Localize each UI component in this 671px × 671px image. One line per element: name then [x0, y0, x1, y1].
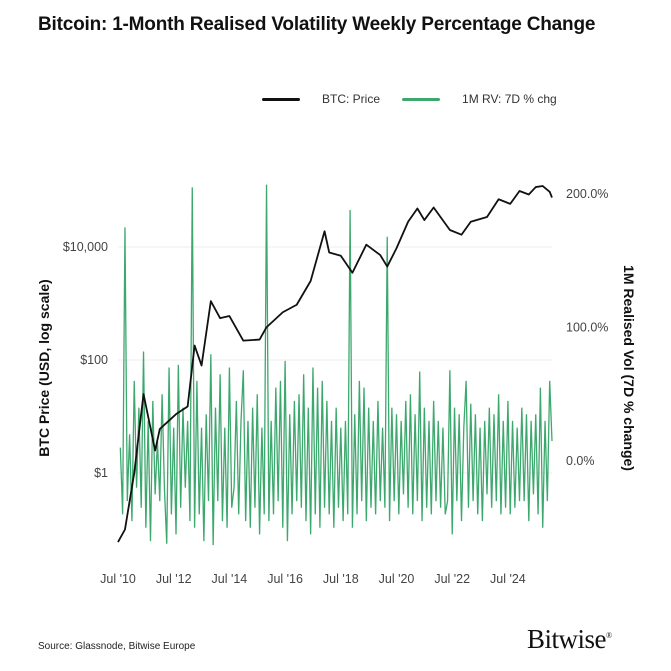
y-left-tick-label: $100 [80, 353, 108, 367]
source-note: Source: Glassnode, Bitwise Europe [38, 641, 196, 652]
x-tick-label: Jul '22 [434, 572, 470, 586]
y-right-tick-label: 100.0% [566, 321, 608, 335]
x-tick-label: Jul '12 [156, 572, 192, 586]
y-left-axis-label: BTC Price (USD, log scale) [36, 279, 52, 456]
x-tick-label: Jul '18 [323, 572, 359, 586]
x-tick-label: Jul '20 [379, 572, 415, 586]
y-left-tick-label: $10,000 [63, 240, 108, 254]
legend-label-vol: 1M RV: 7D % chg [462, 92, 557, 106]
y-left-tick-label: $1 [94, 466, 108, 480]
legend: BTC: Price 1M RV: 7D % chg [262, 92, 579, 106]
y-right-axis-label: 1M Realised Vol (7D % change) [621, 265, 637, 471]
chart-title: Bitcoin: 1-Month Realised Volatility Wee… [38, 14, 596, 35]
x-tick-label: Jul '14 [212, 572, 248, 586]
y-right-tick-label: 0.0% [566, 454, 595, 468]
x-tick-label: Jul '10 [100, 572, 136, 586]
x-tick-label: Jul '16 [267, 572, 303, 586]
legend-label-price: BTC: Price [322, 92, 381, 106]
x-tick-label: Jul '24 [490, 572, 526, 586]
legend-swatch-price [262, 97, 300, 101]
y-right-tick-label: 200.0% [566, 187, 608, 201]
legend-swatch-vol [402, 97, 441, 101]
vol-series-line [119, 184, 553, 546]
bitwise-logo: Bitwise® [527, 624, 612, 654]
